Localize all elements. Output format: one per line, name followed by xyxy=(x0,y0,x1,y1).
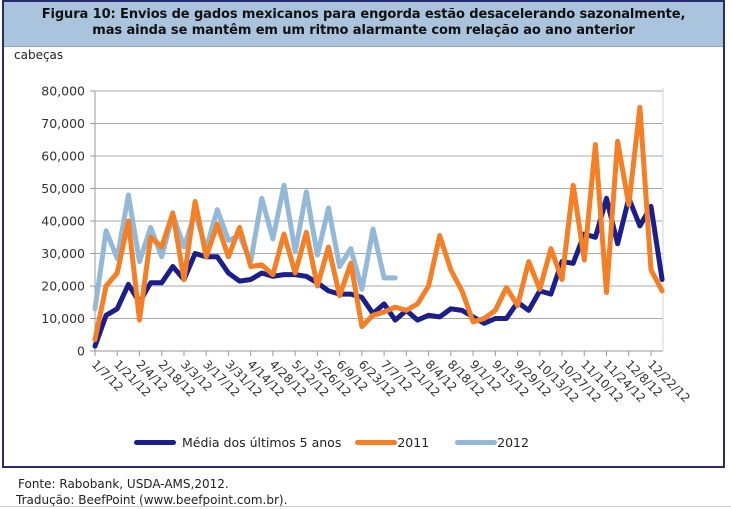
legend-swatch-5yr-avg xyxy=(134,439,176,445)
y-tick-label: 80,000 xyxy=(41,84,85,99)
legend-label-5yr-avg: Média dos últimos 5 anos xyxy=(182,434,342,450)
series-line-5yr-avg xyxy=(92,195,665,349)
bottom-divider xyxy=(0,506,731,507)
legend-item-5yr-avg: Média dos últimos 5 anos xyxy=(134,435,341,450)
y-axis-ticks: 0 10,000 20,000 30,000 40,000 50,000 60,000 70,… xyxy=(41,84,95,359)
y-axis-unit-label: cabeças xyxy=(14,48,64,62)
source-note: Fonte: Rabobank, USDA-AMS,2012. xyxy=(18,477,229,491)
legend-swatch-2012 xyxy=(455,439,498,445)
chart-title-line-1: Figura 10: Envios de gados mexicanos par… xyxy=(41,7,686,22)
y-tick-label: 20,000 xyxy=(41,279,85,294)
y-tick-label: 0 xyxy=(77,344,85,359)
series-lines xyxy=(92,104,665,349)
y-tick-label: 10,000 xyxy=(41,311,85,326)
y-tick-label: 60,000 xyxy=(41,149,85,164)
y-tick-label: 70,000 xyxy=(41,116,85,131)
title-bar: Figura 10: Envios de gados mexicanos par… xyxy=(4,2,723,47)
y-tick-label: 30,000 xyxy=(41,246,85,261)
legend-swatch-2011 xyxy=(355,439,398,445)
chart-title-line-2: mas ainda se mantêm em um ritmo alarmant… xyxy=(92,23,635,38)
legend-label-2012: 2012 xyxy=(497,434,529,450)
y-tick-label: 50,000 xyxy=(41,181,85,196)
legend-item-2012: 2012 xyxy=(455,435,529,450)
translation-note: Tradução: BeefPoint (www.beefpoint.com.b… xyxy=(16,493,288,507)
footer: Fonte: Rabobank, USDA-AMS,2012. Tradução… xyxy=(16,476,288,508)
legend: Média dos últimos 5 anos 2011 2012 xyxy=(134,432,543,452)
legend-label-2011: 2011 xyxy=(397,434,430,450)
y-tick-label: 40,000 xyxy=(41,214,85,229)
series-line-2011 xyxy=(92,104,665,343)
legend-item-2011: 2011 xyxy=(355,435,429,450)
